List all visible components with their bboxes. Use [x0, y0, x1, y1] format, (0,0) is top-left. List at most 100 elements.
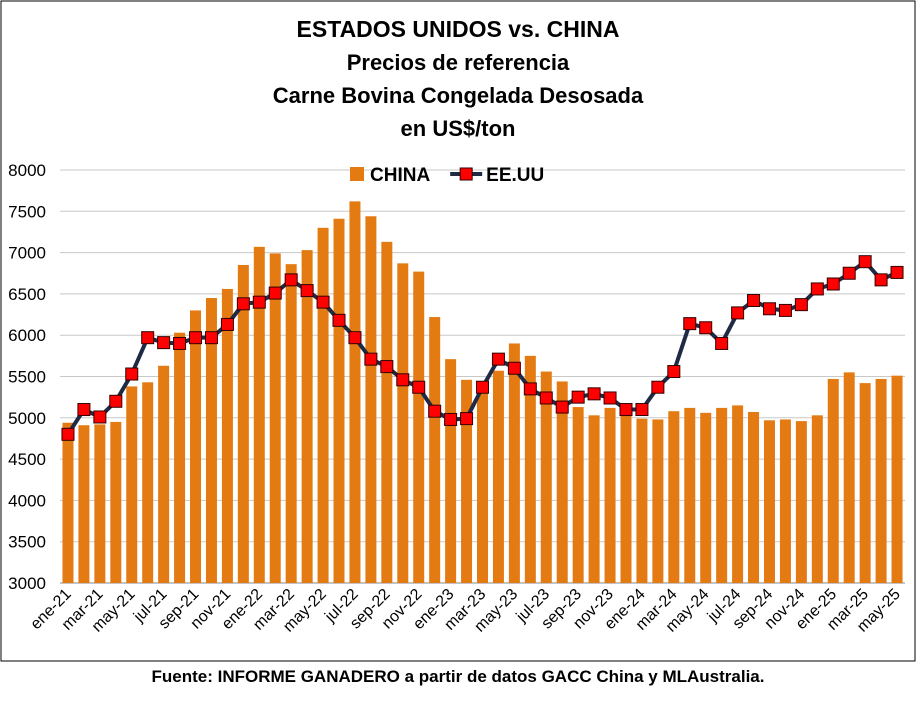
chart-title: Carne Bovina Congelada Desosada [273, 83, 644, 108]
y-tick-label: 3000 [8, 574, 46, 593]
bar [604, 407, 616, 583]
bar [492, 370, 504, 583]
bar [524, 355, 536, 583]
chart-title: Precios de referencia [347, 50, 570, 75]
y-tick-label: 4500 [8, 450, 46, 469]
bar [221, 288, 233, 583]
bar [445, 359, 457, 583]
legend-swatch [459, 167, 473, 181]
marker [236, 297, 250, 311]
marker [651, 380, 665, 394]
bar [94, 424, 106, 583]
marker [220, 317, 234, 331]
y-tick-label: 8000 [8, 161, 46, 180]
bar [413, 271, 425, 583]
marker [204, 331, 218, 345]
marker [316, 295, 330, 309]
bar [365, 216, 377, 584]
bar [763, 420, 775, 583]
bar [779, 419, 791, 583]
bar [62, 422, 74, 583]
legend-swatch [350, 167, 364, 181]
marker [157, 336, 171, 350]
y-tick-label: 5000 [8, 409, 46, 428]
bar [461, 379, 473, 583]
marker [810, 282, 824, 296]
bar [349, 201, 361, 583]
bar [891, 375, 903, 583]
source: Fuente: INFORME GANADERO a partir de dat… [151, 667, 764, 686]
bar [397, 263, 409, 583]
marker [268, 286, 282, 300]
marker [523, 382, 537, 396]
legend-label: CHINA [370, 165, 430, 186]
y-tick-label: 7500 [8, 202, 46, 221]
marker [348, 331, 362, 345]
bar [636, 418, 648, 583]
marker [491, 352, 505, 366]
legend-label: EE.UU [486, 165, 544, 186]
bar [556, 381, 568, 583]
y-tick-label: 4000 [8, 491, 46, 510]
chart-title: ESTADOS UNIDOS vs. CHINA [297, 16, 620, 42]
bar [668, 411, 680, 583]
marker [715, 336, 729, 350]
y-tick-label: 6000 [8, 326, 46, 345]
marker [93, 410, 107, 424]
y-tick-label: 7000 [8, 244, 46, 263]
chart-title: en US$/ton [401, 116, 516, 141]
marker [507, 361, 521, 375]
bar [859, 383, 871, 583]
marker [635, 403, 649, 417]
marker [683, 317, 697, 331]
bar [875, 378, 887, 583]
bar [652, 419, 664, 583]
bar [205, 298, 217, 583]
marker [173, 336, 187, 350]
bar [795, 421, 807, 583]
marker [61, 427, 75, 441]
marker [284, 273, 298, 287]
marker [412, 380, 426, 394]
bar [301, 250, 313, 583]
bar [110, 421, 122, 583]
marker [874, 273, 888, 287]
bar [174, 332, 186, 583]
bar [381, 241, 393, 583]
marker [141, 331, 155, 345]
marker [890, 265, 904, 279]
marker [699, 321, 713, 335]
marker [380, 360, 394, 374]
marker [109, 394, 123, 408]
bar [285, 264, 297, 583]
bar [732, 405, 744, 583]
bar [237, 264, 249, 583]
marker [189, 331, 203, 345]
marker [731, 306, 745, 320]
marker [619, 403, 633, 417]
bar [429, 317, 441, 583]
bar [78, 425, 90, 583]
bar [190, 310, 202, 583]
bar [572, 407, 584, 583]
bar [843, 372, 855, 583]
marker [125, 367, 139, 381]
bar [700, 412, 712, 583]
marker [858, 255, 872, 269]
marker [252, 295, 266, 309]
marker [539, 391, 553, 405]
marker [747, 294, 761, 308]
marker [332, 313, 346, 327]
marker [762, 302, 776, 316]
marker [667, 365, 681, 379]
marker [794, 298, 808, 312]
bar [684, 407, 696, 583]
y-tick-label: 5500 [8, 368, 46, 387]
marker [778, 303, 792, 317]
marker [587, 387, 601, 401]
marker [603, 391, 617, 405]
bar [620, 408, 632, 583]
marker [444, 412, 458, 426]
bar [158, 365, 170, 583]
